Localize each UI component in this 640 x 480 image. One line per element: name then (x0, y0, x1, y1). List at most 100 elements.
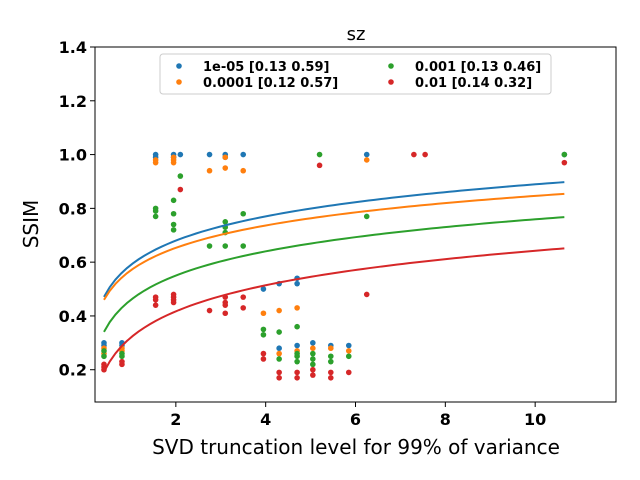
data-point (206, 151, 213, 158)
data-point (363, 151, 370, 158)
x-tick-label: 10 (524, 410, 546, 429)
axes: 2 4 6 8 10 0.2 0.4 0.6 0.8 1.0 1.2 1.4 (59, 38, 547, 429)
legend-label: 0.0001 [0.12 0.57] (203, 76, 338, 91)
data-point (310, 361, 316, 368)
data-point (316, 151, 323, 158)
data-point (276, 369, 282, 376)
data-point (310, 356, 316, 362)
data-point (363, 213, 370, 220)
data-point (152, 297, 159, 303)
plot-area (101, 151, 568, 381)
data-point (294, 305, 300, 311)
legend-label: 1e-05 [0.13 0.59] (203, 60, 329, 75)
data-point (345, 348, 352, 354)
data-point (119, 353, 125, 360)
data-point (101, 353, 107, 360)
data-point (240, 210, 247, 217)
series-1 (101, 154, 370, 357)
data-point (327, 353, 334, 360)
data-point (152, 302, 159, 308)
data-point (177, 151, 184, 158)
legend-marker (388, 63, 394, 69)
data-point (222, 165, 229, 171)
data-point (294, 353, 300, 360)
data-point (240, 151, 247, 158)
fit-curve-3 (103, 247, 565, 373)
data-point (222, 243, 229, 249)
data-point (170, 221, 177, 228)
data-point (170, 197, 177, 204)
y-tick-label: 0.8 (59, 199, 87, 218)
data-point (260, 286, 267, 292)
data-point (177, 186, 184, 193)
y-tick-label: 1.2 (59, 92, 87, 111)
series-2 (101, 151, 568, 368)
data-point (276, 329, 282, 335)
data-point (310, 366, 316, 373)
data-point (222, 154, 229, 161)
data-point (345, 369, 352, 376)
series-3 (101, 151, 568, 381)
legend-marker (176, 79, 182, 85)
y-axis-label: SSIM (19, 200, 43, 249)
y-tick-label: 1.0 (59, 146, 87, 165)
data-point (240, 243, 247, 249)
data-point (170, 210, 177, 217)
data-point (260, 350, 267, 357)
data-point (152, 159, 159, 166)
legend-label: 0.01 [0.14 0.32] (415, 76, 532, 91)
series-0 (101, 151, 568, 352)
data-point (206, 307, 213, 314)
chart-title: sz (347, 24, 366, 45)
x-tick-label: 6 (350, 410, 361, 429)
data-point (177, 173, 184, 179)
data-point (276, 356, 282, 362)
x-tick-label: 4 (260, 410, 271, 429)
data-point (170, 159, 177, 166)
fit-curve-0 (103, 181, 565, 298)
data-point (294, 280, 300, 287)
legend-box (159, 53, 552, 95)
data-point (260, 331, 267, 338)
y-tick-label: 0.4 (59, 307, 87, 326)
fit-curve-1 (103, 192, 565, 301)
data-point (294, 342, 300, 349)
data-point (101, 348, 107, 354)
data-point (561, 151, 568, 158)
data-point (260, 326, 267, 333)
legend-label: 0.001 [0.13 0.46] (415, 60, 541, 75)
legend: 1e-05 [0.13 0.59]0.0001 [0.12 0.57] 0.001… (159, 53, 552, 95)
data-point (222, 219, 229, 225)
data-point (310, 372, 316, 378)
data-point (222, 302, 229, 308)
x-tick-label: 8 (440, 410, 451, 429)
data-point (310, 350, 316, 357)
data-point (260, 356, 267, 362)
data-point (294, 323, 300, 330)
data-point (152, 213, 159, 220)
x-tick-label: 2 (170, 410, 181, 429)
y-tick-label: 1.4 (59, 38, 87, 57)
fit-curve-2 (103, 216, 565, 333)
data-point (276, 374, 282, 381)
data-point (119, 361, 125, 368)
data-point (345, 353, 352, 360)
data-point (363, 157, 370, 163)
y-tick-label: 0.2 (59, 361, 87, 380)
legend-marker (388, 79, 394, 85)
data-point (260, 310, 267, 317)
data-point (316, 162, 323, 169)
data-point (170, 299, 177, 306)
data-point (240, 167, 247, 174)
data-point (294, 369, 300, 376)
data-point (422, 151, 428, 158)
data-point (327, 369, 334, 376)
data-point (327, 358, 334, 365)
data-point (561, 159, 568, 166)
data-point (240, 305, 247, 311)
data-point (310, 340, 316, 346)
data-point (222, 310, 229, 317)
data-point (170, 227, 177, 233)
data-point (276, 350, 282, 357)
